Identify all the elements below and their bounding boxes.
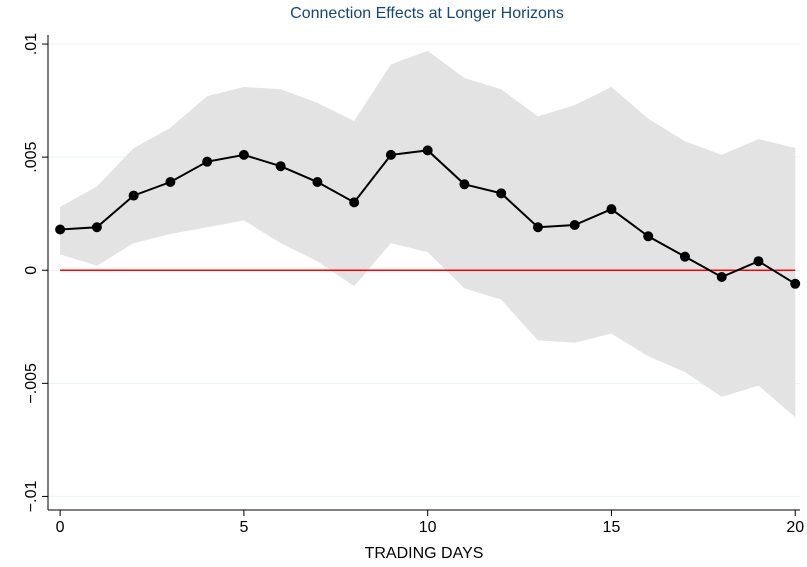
point xyxy=(606,204,617,215)
y-tick-label: 0 xyxy=(23,266,40,275)
chart-title: Connection Effects at Longer Horizons xyxy=(290,5,564,22)
y-tick-label: −.005 xyxy=(23,363,40,404)
y-tick-label: −.01 xyxy=(23,481,40,513)
point xyxy=(679,251,690,262)
point xyxy=(55,224,66,235)
point xyxy=(643,231,654,242)
point xyxy=(753,256,764,267)
confidence-band xyxy=(60,50,796,418)
point xyxy=(790,278,801,289)
x-tick-label: 0 xyxy=(56,519,65,536)
point xyxy=(128,190,139,201)
x-tick-label: 10 xyxy=(419,519,437,536)
point xyxy=(496,188,507,199)
point xyxy=(459,179,470,190)
point xyxy=(202,156,213,167)
y-tick-label: .01 xyxy=(23,33,40,55)
x-axis-label: TRADING DAYS xyxy=(365,545,484,562)
x-tick-label: 5 xyxy=(239,519,248,536)
point xyxy=(716,272,727,283)
point xyxy=(422,145,433,156)
point xyxy=(312,177,323,188)
x-tick-label: 20 xyxy=(786,519,804,536)
point xyxy=(349,197,360,208)
point xyxy=(532,222,543,233)
point xyxy=(569,220,580,230)
point xyxy=(385,149,396,160)
point xyxy=(238,149,249,160)
point xyxy=(165,177,176,188)
y-tick-label: .005 xyxy=(23,141,40,172)
point xyxy=(91,222,102,233)
point xyxy=(275,161,286,172)
x-tick-label: 15 xyxy=(603,519,621,536)
